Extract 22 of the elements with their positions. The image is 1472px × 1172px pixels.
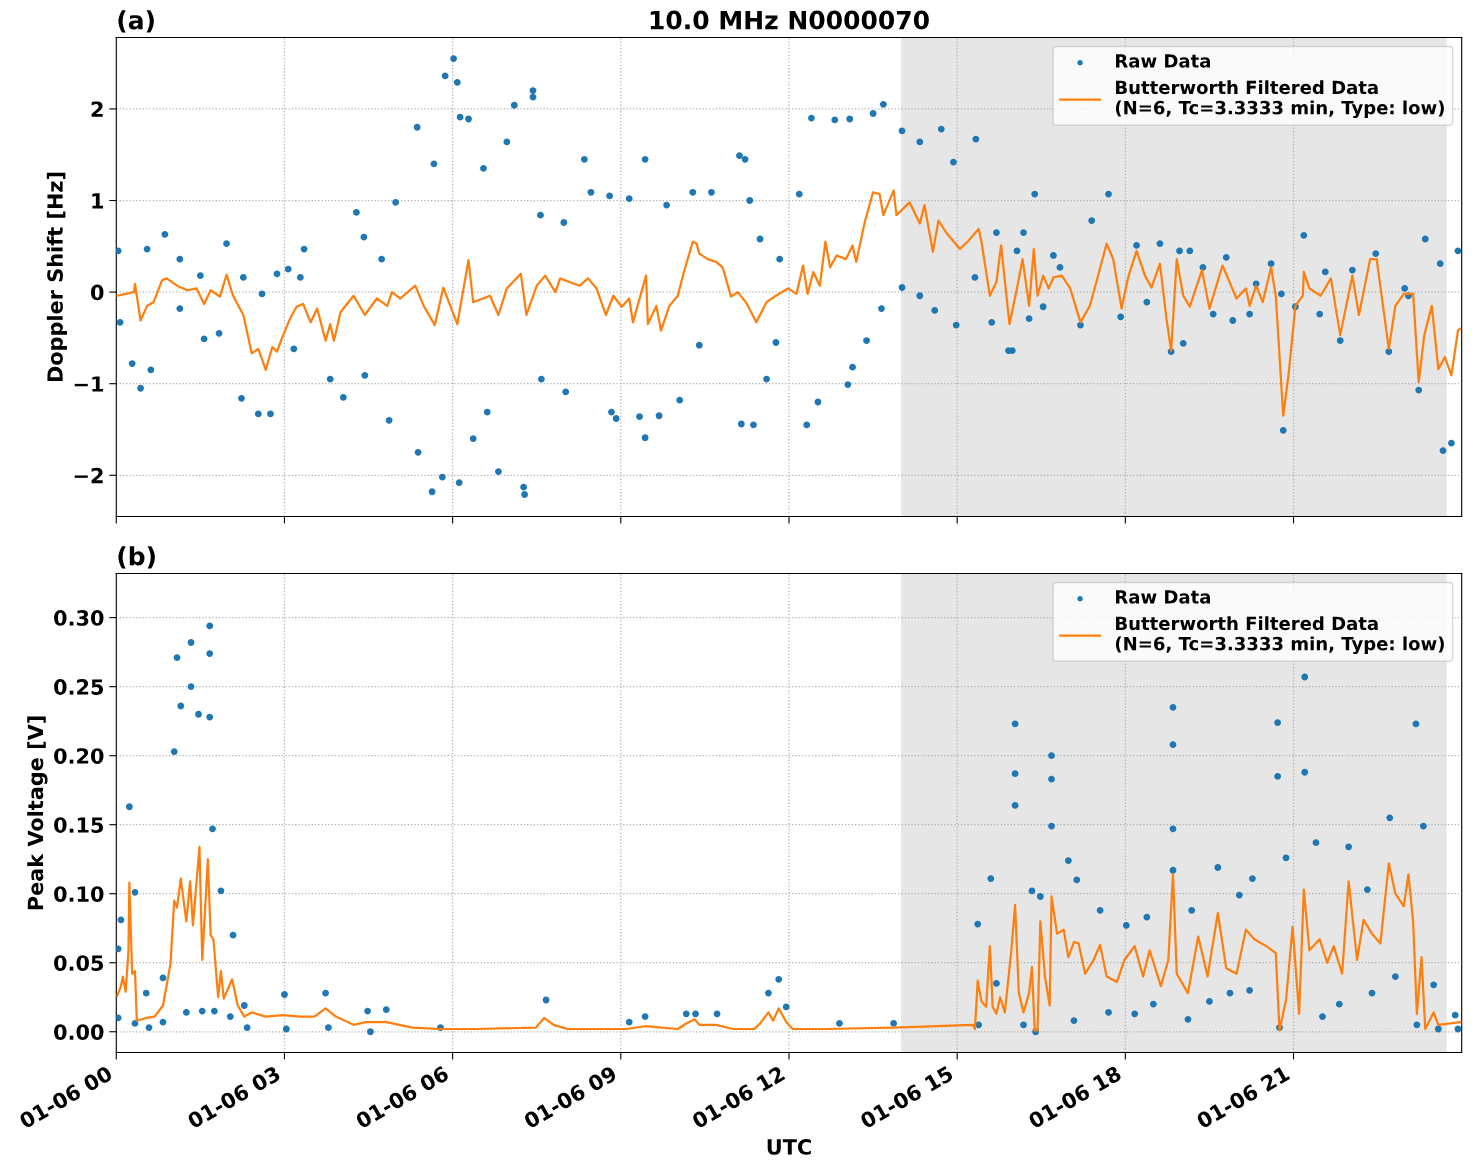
chart-title: 10.0 MHz N0000070 bbox=[650, 10, 929, 30]
legend-label: Butterworth Filtered Data (N=6, Tc=3.3333 min, Type: low) bbox=[1115, 616, 1444, 655]
legend-label: Raw Data bbox=[1116, 54, 1210, 68]
y-tick-label: 0.00 bbox=[54, 1024, 104, 1040]
x-axis-title: UTC bbox=[767, 1139, 811, 1155]
y-axis-title: Doppler Shift [Hz] bbox=[46, 172, 67, 382]
legend-label: Raw Data bbox=[1116, 590, 1210, 604]
y-tick-label: 0.05 bbox=[54, 955, 104, 971]
legend-label: Butterworth Filtered Data (N=6, Tc=3.3333 min, Type: low) bbox=[1115, 80, 1444, 119]
y-tick-label: 0.25 bbox=[54, 679, 104, 695]
y-tick-label: 0.10 bbox=[54, 886, 104, 902]
y-tick-label: −2 bbox=[74, 467, 103, 484]
y-tick-label: −1 bbox=[74, 376, 104, 392]
y-tick-label: 1 bbox=[92, 193, 104, 209]
y-tick-label: 0.30 bbox=[54, 610, 104, 626]
y-tick-label: 0 bbox=[90, 284, 104, 301]
y-tick-label: 0.15 bbox=[54, 817, 104, 833]
y-tick-label: 0.20 bbox=[54, 748, 104, 764]
text: (a) bbox=[118, 10, 154, 33]
text: (b) bbox=[118, 546, 155, 569]
y-axis-title: Peak Voltage [V] bbox=[27, 716, 48, 910]
y-tick-label: 2 bbox=[91, 101, 103, 117]
